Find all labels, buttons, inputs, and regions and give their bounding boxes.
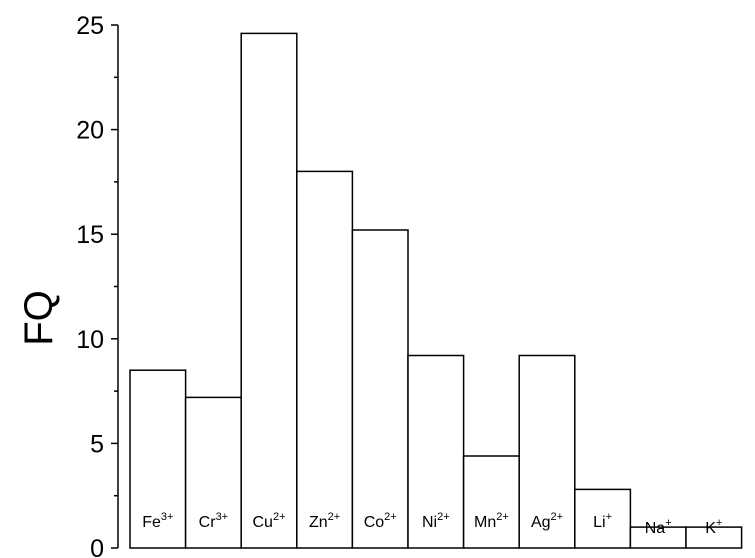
bar-zn [296,170,354,549]
category-label-zn: Zn2+ [309,511,340,531]
bar-li [574,488,632,549]
y-tick-label: 0 [90,535,104,558]
y-tick-label: 20 [76,117,104,145]
bar-co [351,229,409,549]
category-label-li: Li+ [593,511,612,531]
bar-k [685,526,743,549]
category-label-mn: Mn2+ [474,511,509,531]
category-label-k: K+ [705,517,722,537]
y-tick-label: 5 [90,430,104,458]
category-label-cr: Cr3+ [199,511,228,531]
y-tick-label: 10 [76,326,104,354]
category-label-fe: Fe3+ [142,511,173,531]
y-axis: 0 5 10 15 20 25 [76,12,119,558]
bar-mn [462,455,520,549]
bars-group: Fe3+ Cr3+ Cu2+ Zn2+ Co2+ Ni2+ Mn2+ Ag2+ Li+ Na+ K+ [129,32,743,549]
category-label-ag: Ag2+ [531,511,563,531]
category-label-na: Na+ [645,517,672,537]
category-label-ni: Ni2+ [422,511,450,531]
bar-cu [240,32,298,549]
bar-ag [518,354,576,549]
y-tick-label: 15 [76,221,104,249]
bar-fe [129,369,187,549]
bar-ni [407,354,465,549]
category-label-co: Co2+ [364,511,397,531]
category-label-cu: Cu2+ [253,511,286,531]
y-tick-label: 25 [76,12,104,40]
y-axis-label: FQ [17,290,61,346]
